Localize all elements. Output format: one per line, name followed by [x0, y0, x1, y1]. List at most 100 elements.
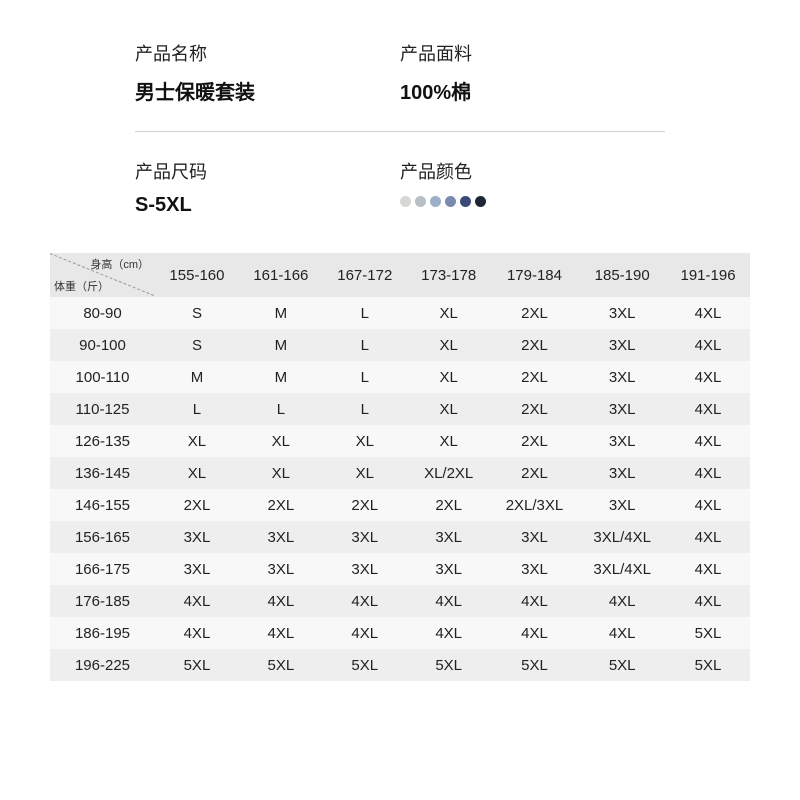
size-cell: L [239, 393, 323, 425]
size-cell: XL [239, 457, 323, 489]
size-cell: L [155, 393, 239, 425]
size-cell: 2XL [491, 329, 579, 361]
table-row: 196-2255XL5XL5XL5XL5XL5XL5XL [50, 649, 750, 681]
table-row: 90-100SMLXL2XL3XL4XL [50, 329, 750, 361]
size-cell: 3XL [578, 393, 666, 425]
product-fabric-block: 产品面料 100%棉 [400, 40, 665, 105]
size-cell: 4XL [666, 457, 750, 489]
size-cell: XL [407, 361, 491, 393]
color-swatch [430, 196, 441, 207]
size-cell: 3XL [578, 297, 666, 329]
weight-row-header: 80-90 [50, 297, 155, 329]
table-row: 80-90SMLXL2XL3XL4XL [50, 297, 750, 329]
table-row: 100-110MMLXL2XL3XL4XL [50, 361, 750, 393]
size-cell: 3XL [578, 361, 666, 393]
size-cell: 2XL [491, 297, 579, 329]
size-cell: 2XL [323, 489, 407, 521]
size-cell: 3XL [578, 457, 666, 489]
size-cell: 3XL [578, 425, 666, 457]
product-fabric-label: 产品面料 [400, 40, 665, 66]
product-size-value: S-5XL [135, 194, 400, 217]
height-column-header: 173-178 [407, 253, 491, 297]
color-swatch [415, 196, 426, 207]
table-row: 126-135XLXLXLXL2XL3XL4XL [50, 425, 750, 457]
size-cell: 2XL [239, 489, 323, 521]
size-cell: 2XL [407, 489, 491, 521]
weight-row-header: 110-125 [50, 393, 155, 425]
size-cell: 3XL [239, 521, 323, 553]
corner-header-cell: 身高（cm） 体重（斤） [50, 253, 155, 297]
size-cell: L [323, 393, 407, 425]
height-column-header: 155-160 [155, 253, 239, 297]
size-cell: 4XL [407, 617, 491, 649]
size-chart-table: 身高（cm） 体重（斤） 155-160161-166167-172173-17… [50, 253, 750, 681]
size-cell: 4XL [407, 585, 491, 617]
color-swatch [460, 196, 471, 207]
size-cell: 3XL [491, 553, 579, 585]
size-cell: L [323, 329, 407, 361]
weight-row-header: 100-110 [50, 361, 155, 393]
size-cell: 3XL [491, 521, 579, 553]
size-cell: 4XL [666, 585, 750, 617]
corner-weight-label: 体重（斤） [54, 278, 109, 294]
size-cell: M [239, 361, 323, 393]
size-cell: 5XL [239, 649, 323, 681]
size-cell: 3XL [407, 521, 491, 553]
size-cell: 5XL [323, 649, 407, 681]
size-cell: XL [407, 393, 491, 425]
weight-row-header: 136-145 [50, 457, 155, 489]
size-cell: M [239, 297, 323, 329]
weight-row-header: 186-195 [50, 617, 155, 649]
size-cell: 5XL [407, 649, 491, 681]
size-cell: 5XL [491, 649, 579, 681]
size-cell: 2XL [491, 457, 579, 489]
info-row-2: 产品尺码 S-5XL 产品颜色 [135, 158, 665, 217]
size-cell: M [155, 361, 239, 393]
size-cell: 2XL [491, 361, 579, 393]
weight-row-header: 146-155 [50, 489, 155, 521]
size-chart-header-row: 身高（cm） 体重（斤） 155-160161-166167-172173-17… [50, 253, 750, 297]
size-chart-head: 身高（cm） 体重（斤） 155-160161-166167-172173-17… [50, 253, 750, 297]
product-color-block: 产品颜色 [400, 158, 665, 217]
color-swatch [475, 196, 486, 207]
size-cell: 4XL [491, 617, 579, 649]
size-cell: 3XL/4XL [578, 521, 666, 553]
size-cell: 3XL [239, 553, 323, 585]
product-size-block: 产品尺码 S-5XL [135, 158, 400, 217]
size-cell: 5XL [666, 649, 750, 681]
product-fabric-value: 100%棉 [400, 76, 665, 105]
weight-row-header: 166-175 [50, 553, 155, 585]
size-cell: 3XL [323, 521, 407, 553]
size-cell: 4XL [491, 585, 579, 617]
color-swatches [400, 196, 665, 207]
size-cell: 4XL [666, 329, 750, 361]
size-cell: XL [155, 425, 239, 457]
height-column-header: 167-172 [323, 253, 407, 297]
size-cell: 2XL [491, 393, 579, 425]
size-cell: 4XL [666, 553, 750, 585]
size-cell: XL [323, 457, 407, 489]
size-cell: 2XL [491, 425, 579, 457]
color-swatch [400, 196, 411, 207]
product-name-label: 产品名称 [135, 40, 400, 66]
size-cell: 4XL [666, 489, 750, 521]
height-column-header: 179-184 [491, 253, 579, 297]
size-cell: 4XL [323, 617, 407, 649]
size-cell: XL [407, 329, 491, 361]
size-cell: 4XL [578, 617, 666, 649]
size-cell: 3XL [578, 329, 666, 361]
info-row-1: 产品名称 男士保暖套装 产品面料 100%棉 [135, 40, 665, 105]
size-cell: 5XL [155, 649, 239, 681]
size-cell: 4XL [239, 585, 323, 617]
product-name-value: 男士保暖套装 [135, 76, 400, 105]
weight-row-header: 196-225 [50, 649, 155, 681]
size-chart-body: 80-90SMLXL2XL3XL4XL90-100SMLXL2XL3XL4XL1… [50, 297, 750, 681]
size-cell: M [239, 329, 323, 361]
size-cell: 5XL [666, 617, 750, 649]
size-cell: XL [407, 297, 491, 329]
size-cell: 3XL [578, 489, 666, 521]
product-info-section: 产品名称 男士保暖套装 产品面料 100%棉 产品尺码 S-5XL 产品颜色 [0, 0, 800, 217]
table-row: 186-1954XL4XL4XL4XL4XL4XL5XL [50, 617, 750, 649]
weight-row-header: 90-100 [50, 329, 155, 361]
size-cell: XL [323, 425, 407, 457]
